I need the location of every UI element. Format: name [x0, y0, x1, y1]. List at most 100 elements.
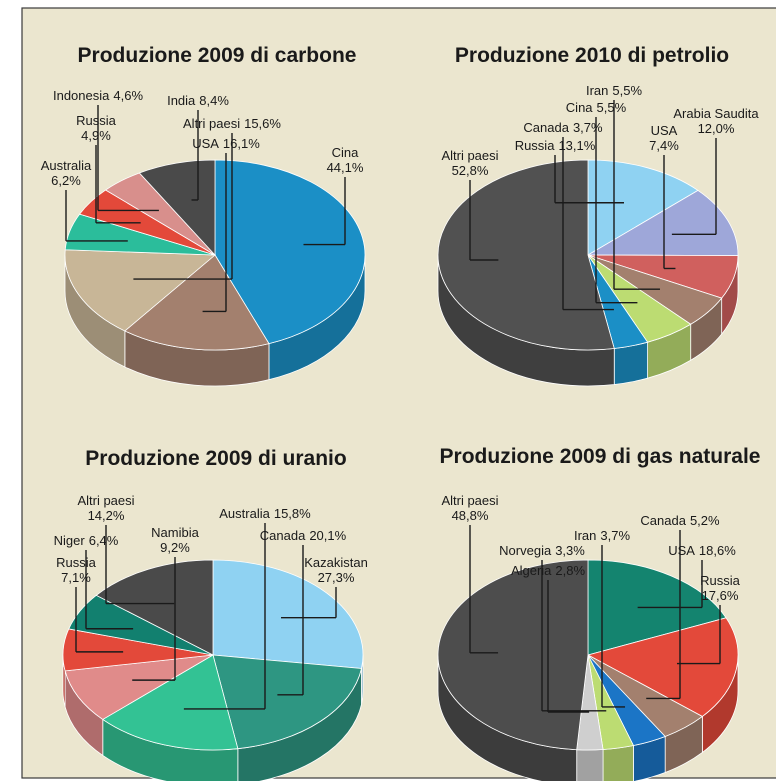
category-name: Arabia Saudita — [673, 106, 759, 121]
category-name: USA — [651, 123, 678, 138]
category-name: Russia — [56, 555, 97, 570]
category-name: Altri paesi — [441, 493, 498, 508]
value-label: 7,4% — [649, 138, 679, 153]
slice-label: Russia 4,9% — [76, 113, 117, 143]
category-name: Altri paesi — [77, 493, 134, 508]
value-label: 18,6% — [699, 543, 736, 558]
slice-label: Russia 13,1% — [515, 138, 596, 153]
slice-label: Namibia 9,2% — [151, 525, 199, 555]
category-name: USA — [192, 136, 219, 151]
slice-label: USA 16,1% — [192, 136, 260, 151]
category-name: Kazakistan — [304, 555, 368, 570]
value-label: 3,7% — [600, 528, 630, 543]
slice-label: USA 7,4% — [649, 123, 679, 153]
category-name: Canada — [260, 528, 306, 543]
slice-label: Norvegia 3,3% — [499, 543, 585, 558]
value-label: 5,2% — [690, 513, 720, 528]
slice-label: Niger 6,4% — [54, 533, 119, 548]
value-label: 52,8% — [452, 163, 489, 178]
chart-title: Produzione 2009 di uranio — [85, 447, 346, 470]
slice-label: Altri paesi 14,2% — [77, 493, 134, 523]
slice-side — [613, 341, 648, 385]
slice-label: Iran 5,5% — [586, 83, 642, 98]
slice — [64, 249, 217, 332]
value-label: 16,1% — [223, 136, 260, 151]
value-label: 4,9% — [81, 128, 111, 143]
slice-label: Canada 5,2% — [640, 513, 720, 528]
pie — [437, 559, 739, 781]
slice — [212, 559, 364, 669]
value-label: 4,6% — [113, 88, 143, 103]
slice — [124, 254, 270, 351]
value-label: 20,1% — [309, 528, 346, 543]
value-label: 14,2% — [88, 508, 125, 523]
value-label: 5,5% — [597, 100, 627, 115]
slice-label: India 8,4% — [167, 93, 229, 108]
slice-label: Cina 44,1% — [327, 145, 364, 175]
slice-label: Iran 3,7% — [574, 528, 630, 543]
value-label: 7,1% — [61, 570, 91, 585]
slice-label: Canada 20,1% — [260, 528, 347, 543]
category-name: Niger — [54, 533, 86, 548]
category-name: Altri paesi — [441, 148, 498, 163]
category-name: Norvegia — [499, 543, 552, 558]
slice-label: Russia 17,6% — [700, 573, 741, 603]
value-label: 3,3% — [555, 543, 585, 558]
category-name: Canada — [640, 513, 686, 528]
slice — [214, 159, 366, 345]
slice — [95, 559, 214, 656]
slice-side — [576, 749, 604, 781]
value-label: 6,2% — [51, 173, 81, 188]
category-name: Namibia — [151, 525, 199, 540]
category-name: Australia — [219, 506, 270, 521]
slice-label: Australia 15,8% — [219, 506, 311, 521]
category-name: Russia — [76, 113, 117, 128]
slice-label: Indonesia 4,6% — [53, 88, 143, 103]
chart-title: Produzione 2009 di gas naturale — [440, 445, 761, 468]
category-name: Cina — [332, 145, 360, 160]
slice — [102, 654, 239, 751]
value-label: 12,0% — [698, 121, 735, 136]
value-label: 44,1% — [327, 160, 364, 175]
slice-label: Arabia Saudita 12,0% — [673, 106, 759, 136]
slice-label: Altri paesi 48,8% — [441, 493, 498, 523]
value-label: 13,1% — [558, 138, 595, 153]
value-label: 2,8% — [555, 563, 585, 578]
pie — [62, 559, 364, 781]
category-name: Indonesia — [53, 88, 110, 103]
category-name: Iran — [586, 83, 608, 98]
slice-label: Algeria 2,8% — [511, 563, 586, 578]
pie — [437, 159, 739, 387]
value-label: 8,4% — [199, 93, 229, 108]
chart-title: Produzione 2010 di petrolio — [455, 44, 729, 67]
value-label: 48,8% — [452, 508, 489, 523]
slice — [212, 654, 362, 750]
slice-label: Canada 3,7% — [523, 120, 603, 135]
slice — [64, 654, 214, 720]
value-label: 15,6% — [244, 116, 281, 131]
slice-label: Russia 7,1% — [56, 555, 97, 585]
category-name: Australia — [41, 158, 92, 173]
category-name: USA — [668, 543, 695, 558]
value-label: 5,5% — [612, 83, 642, 98]
category-name: Algeria — [511, 563, 552, 578]
category-name: Cina — [566, 100, 594, 115]
chart-title: Produzione 2009 di carbone — [78, 44, 357, 67]
slice-side — [602, 745, 634, 781]
value-label: 3,7% — [573, 120, 603, 135]
slice — [586, 617, 739, 717]
slice — [437, 559, 589, 751]
slice — [437, 159, 615, 351]
value-label: 27,3% — [318, 570, 355, 585]
category-name: Canada — [523, 120, 569, 135]
slice-label: Cina 5,5% — [566, 100, 627, 115]
category-name: India — [167, 93, 196, 108]
slice — [586, 189, 739, 256]
slice-label: Kazakistan 27,3% — [304, 555, 368, 585]
value-label: 9,2% — [160, 540, 190, 555]
category-name: Russia — [700, 573, 741, 588]
value-label: 15,8% — [274, 506, 311, 521]
value-label: 17,6% — [702, 588, 739, 603]
category-name: Russia — [515, 138, 556, 153]
